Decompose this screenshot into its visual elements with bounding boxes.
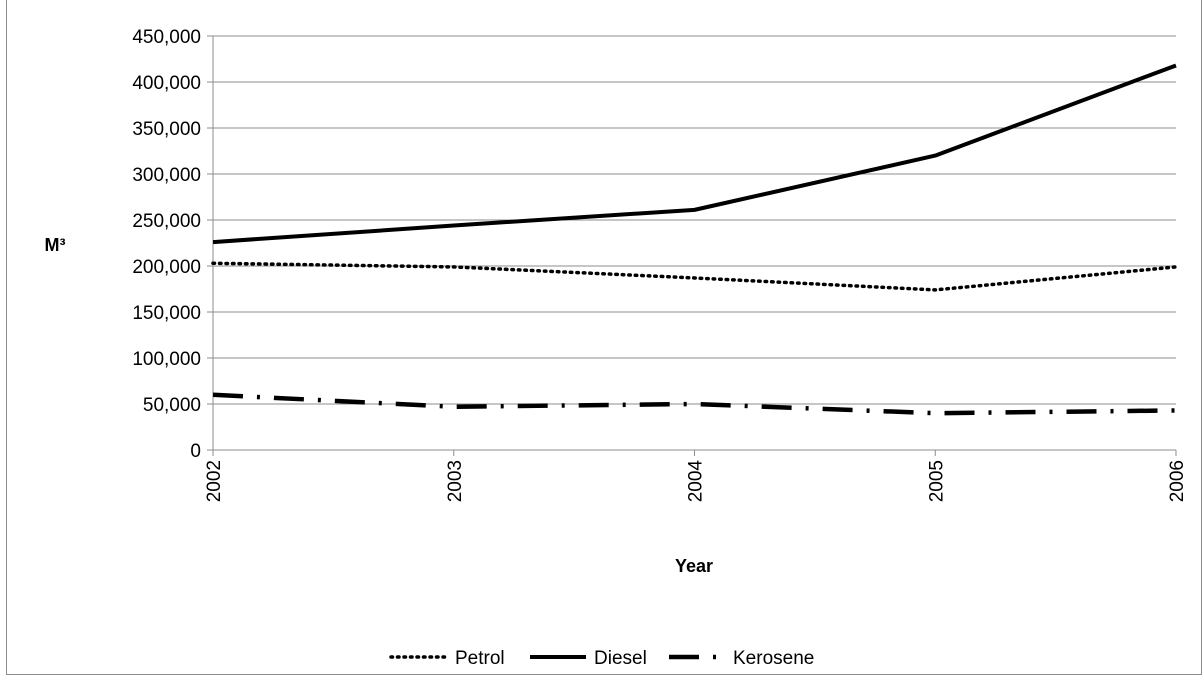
x-tick-label: 2006 (1167, 460, 1188, 502)
chart-frame (6, 0, 1202, 675)
x-tick-label: 2005 (926, 460, 947, 502)
x-tick-label: 2002 (204, 460, 225, 502)
series-line-petrol (211, 261, 1178, 292)
legend-label-kerosene: Kerosene (733, 648, 814, 669)
x-tick-label: 2004 (686, 460, 707, 503)
x-tick-label: 2003 (445, 460, 466, 502)
y-tick-label: 100,000 (132, 349, 201, 370)
y-axis-title: M³ (45, 235, 66, 255)
x-axis-title: Year (675, 556, 713, 576)
y-tick-label: 450,000 (132, 27, 201, 48)
series-line-diesel (212, 63, 1177, 245)
y-tick-label: 300,000 (132, 165, 201, 186)
y-tick-label: 150,000 (132, 303, 201, 324)
y-tick-label: 350,000 (132, 119, 201, 140)
series-line-kerosene (212, 392, 1177, 416)
y-tick-label: 400,000 (132, 73, 201, 94)
legend-label-petrol: Petrol (455, 648, 505, 669)
y-tick-label: 250,000 (132, 211, 201, 232)
legend-label-diesel: Diesel (594, 648, 647, 669)
y-tick-label: 0 (190, 441, 201, 462)
y-tick-label: 50,000 (143, 395, 201, 416)
y-tick-label: 200,000 (132, 257, 201, 278)
